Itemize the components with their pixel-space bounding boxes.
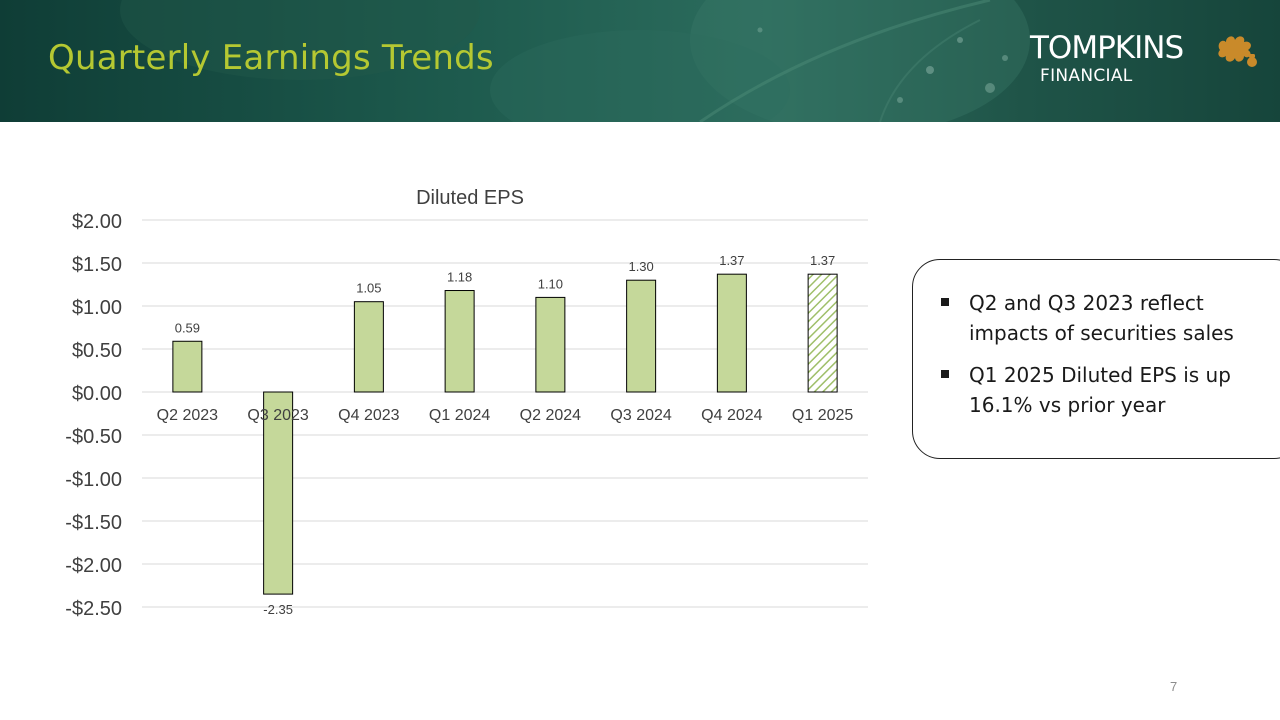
callout-box: Q2 and Q3 2023 reflect impacts of securi… [912,259,1280,459]
leaf-background-image [120,0,1030,122]
y-tick-label: -$2.50 [65,598,122,620]
header-banner: Quarterly Earnings Trends TOMPKINS FINAN… [0,0,1280,122]
data-label: 1.05 [356,281,381,296]
data-label: -2.35 [263,602,293,617]
square-bullet-icon [941,370,949,378]
callout-bullet-item: Q1 2025 Diluted EPS is up 16.1% vs prior… [939,360,1259,420]
bar [716,273,747,393]
x-tick-label: Q1 2024 [429,407,490,424]
data-label: 1.10 [538,276,563,291]
x-tick-label: Q4 2024 [701,407,762,424]
y-tick-label: $1.00 [72,297,122,319]
callout-bullet-text: Q1 2025 Diluted EPS is up 16.1% vs prior… [969,363,1231,417]
x-tick-label: Q1 2025 [792,407,853,424]
y-tick-label: $0.50 [72,340,122,362]
bar [807,273,838,393]
diluted-eps-chart: Diluted EPS $2.00 $1.50 $1.00 $0.50 $0.00 -$0… [65,187,868,620]
data-label: 1.30 [628,259,653,274]
callout-bullet-text: Q2 and Q3 2023 reflect impacts of securi… [969,291,1234,345]
company-logo: TOMPKINS FINANCIAL [1030,30,1260,90]
square-bullet-icon [941,298,949,306]
x-tick-label: Q3 2024 [610,407,671,424]
y-axis-ticks: $2.00 $1.50 $1.00 $0.50 $0.00 -$0.50 -$1.00 -$1… [65,211,122,620]
y-tick-label: $2.00 [72,211,122,233]
y-tick-label: $0.00 [72,383,122,405]
page-number: 7 [1170,679,1178,694]
callout-bullet-item: Q2 and Q3 2023 reflect impacts of securi… [939,288,1259,348]
bars [172,273,838,595]
y-tick-label: -$1.00 [65,469,122,491]
bar [535,296,566,393]
logo-name: TOMPKINS [1030,30,1184,66]
bar [626,279,657,393]
x-axis-ticks: Q2 2023 Q3 2023 Q4 2023 Q1 2024 Q2 2024 Q3 20… [157,407,854,424]
y-tick-label: -$1.50 [65,512,122,534]
logo-subtitle: FINANCIAL [1040,66,1133,86]
slide-title: Quarterly Earnings Trends [48,38,494,78]
data-label: 1.37 [719,253,744,268]
bar [444,290,475,393]
data-label: 1.18 [447,270,472,285]
bar [172,340,203,393]
x-tick-label: Q4 2023 [338,407,399,424]
data-label: 1.37 [810,253,835,268]
chart-title: Diluted EPS [416,187,524,209]
gridlines [142,219,868,608]
callout-bullet-list: Q2 and Q3 2023 reflect impacts of securi… [939,288,1259,432]
bar [263,391,294,595]
bar [353,301,384,393]
y-tick-label: $1.50 [72,254,122,276]
x-tick-label: Q2 2023 [157,407,218,424]
data-labels: 0.59 -2.35 1.05 1.18 1.10 1.30 1.37 1.37 [175,253,836,617]
x-tick-label: Q3 2023 [247,407,308,424]
x-tick-label: Q2 2024 [520,407,581,424]
y-tick-label: -$0.50 [65,426,122,448]
oak-leaf-acorn-icon [1218,36,1257,67]
data-label: 0.59 [175,320,200,335]
y-tick-label: -$2.00 [65,555,122,577]
